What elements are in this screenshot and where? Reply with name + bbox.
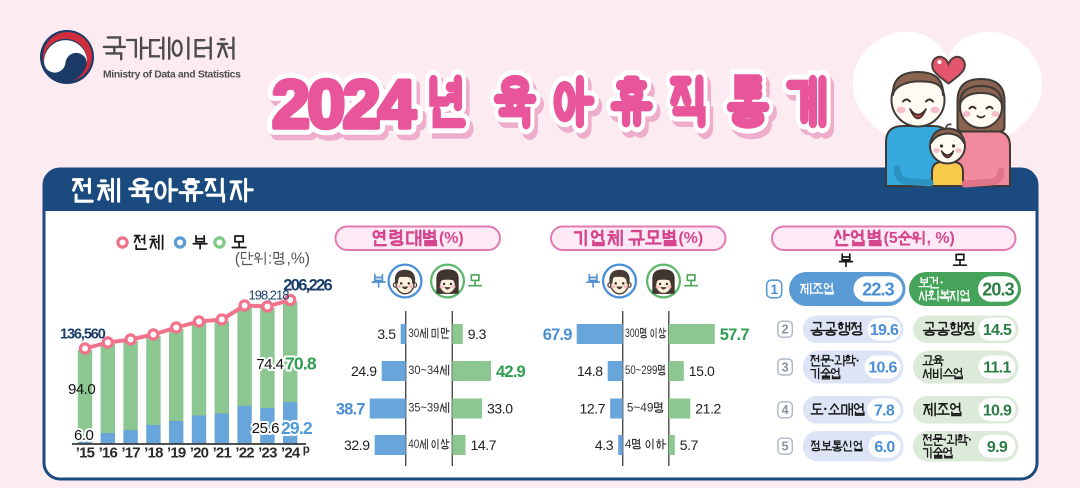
svg-text:19.6: 19.6 [870, 322, 899, 339]
svg-text:’20: ’20 [190, 445, 209, 462]
svg-text:,%): ,%) [287, 250, 311, 267]
svg-text:(5: (5 [884, 230, 898, 247]
svg-text:·: · [856, 353, 860, 368]
svg-text:·: · [943, 432, 947, 447]
svg-text:4: 4 [625, 439, 632, 451]
svg-text:(: ( [235, 250, 241, 267]
svg-text::: : [268, 250, 272, 267]
svg-text:10.6: 10.6 [868, 360, 897, 377]
svg-text:9.9: 9.9 [987, 439, 1008, 456]
svg-text:40: 40 [408, 438, 419, 451]
svg-text:’16: ’16 [99, 445, 118, 462]
svg-text:74.4: 74.4 [256, 356, 283, 373]
svg-text:67.9: 67.9 [543, 326, 573, 344]
svg-text:198,218: 198,218 [249, 288, 290, 303]
svg-text:2024: 2024 [272, 66, 416, 142]
svg-text:2024: 2024 [276, 72, 420, 148]
svg-text:, %): , %) [927, 230, 955, 247]
svg-text:p: p [303, 444, 310, 456]
svg-text:3: 3 [782, 360, 789, 374]
svg-text:9.3: 9.3 [468, 326, 487, 342]
svg-text:2024: 2024 [272, 66, 416, 142]
svg-text:14.5: 14.5 [983, 322, 1012, 339]
svg-text:·: · [823, 402, 828, 418]
svg-text:20.3: 20.3 [982, 279, 1014, 299]
svg-text:21.2: 21.2 [695, 401, 721, 417]
svg-text:29.2: 29.2 [281, 418, 313, 438]
svg-text:15.0: 15.0 [689, 363, 715, 379]
svg-text:24.9: 24.9 [351, 363, 377, 379]
svg-text:57.7: 57.7 [720, 326, 750, 344]
svg-text:136,560: 136,560 [60, 327, 106, 343]
svg-text:25.6: 25.6 [252, 420, 279, 437]
svg-text:12.7: 12.7 [580, 401, 606, 417]
svg-text:·: · [968, 432, 972, 447]
svg-text:42.9: 42.9 [496, 363, 526, 381]
svg-text:14.8: 14.8 [577, 363, 603, 379]
svg-text:38.7: 38.7 [336, 401, 366, 419]
svg-text:206,226: 206,226 [283, 277, 332, 295]
svg-text:’21: ’21 [213, 445, 232, 462]
svg-text:’17: ’17 [121, 445, 140, 462]
svg-text:Ministry of Data and Statistic: Ministry of Data and Statistics [103, 70, 241, 81]
svg-text:70.8: 70.8 [285, 354, 317, 374]
svg-text:’24: ’24 [281, 445, 301, 462]
svg-text:’15: ’15 [76, 445, 95, 462]
svg-text:30: 30 [408, 327, 419, 340]
svg-text:·: · [940, 275, 944, 290]
svg-text:·: · [831, 353, 835, 368]
svg-text:2: 2 [782, 323, 789, 337]
svg-text:10.9: 10.9 [983, 402, 1012, 419]
svg-text:2024: 2024 [276, 72, 420, 148]
svg-text:’19: ’19 [167, 445, 186, 462]
svg-text:32.9: 32.9 [344, 437, 370, 453]
svg-text:5: 5 [782, 440, 789, 454]
svg-text:30~34: 30~34 [408, 365, 440, 377]
svg-text:5~49: 5~49 [627, 401, 654, 415]
svg-text:3.5: 3.5 [377, 326, 396, 342]
svg-text:6.0: 6.0 [74, 427, 94, 444]
svg-text:4.3: 4.3 [595, 437, 614, 453]
svg-text:1: 1 [770, 282, 778, 297]
svg-text:(%): (%) [679, 230, 704, 247]
svg-text:’22: ’22 [235, 445, 254, 462]
svg-text:11.1: 11.1 [983, 360, 1011, 377]
svg-text:7.8: 7.8 [874, 402, 895, 419]
svg-text:6.0: 6.0 [874, 439, 895, 456]
svg-text:’23: ’23 [258, 445, 277, 462]
svg-text:5.7: 5.7 [680, 437, 699, 453]
svg-text:94.0: 94.0 [68, 381, 95, 398]
svg-text:300: 300 [625, 328, 640, 341]
svg-text:4: 4 [782, 403, 789, 417]
svg-text:(%): (%) [439, 230, 464, 247]
svg-text:33.0: 33.0 [487, 401, 513, 417]
svg-text:35~39: 35~39 [408, 402, 439, 414]
svg-text:14.7: 14.7 [471, 437, 497, 453]
svg-text:50~299: 50~299 [625, 364, 657, 377]
svg-text:22.3: 22.3 [862, 279, 894, 299]
svg-text:’18: ’18 [144, 445, 163, 462]
